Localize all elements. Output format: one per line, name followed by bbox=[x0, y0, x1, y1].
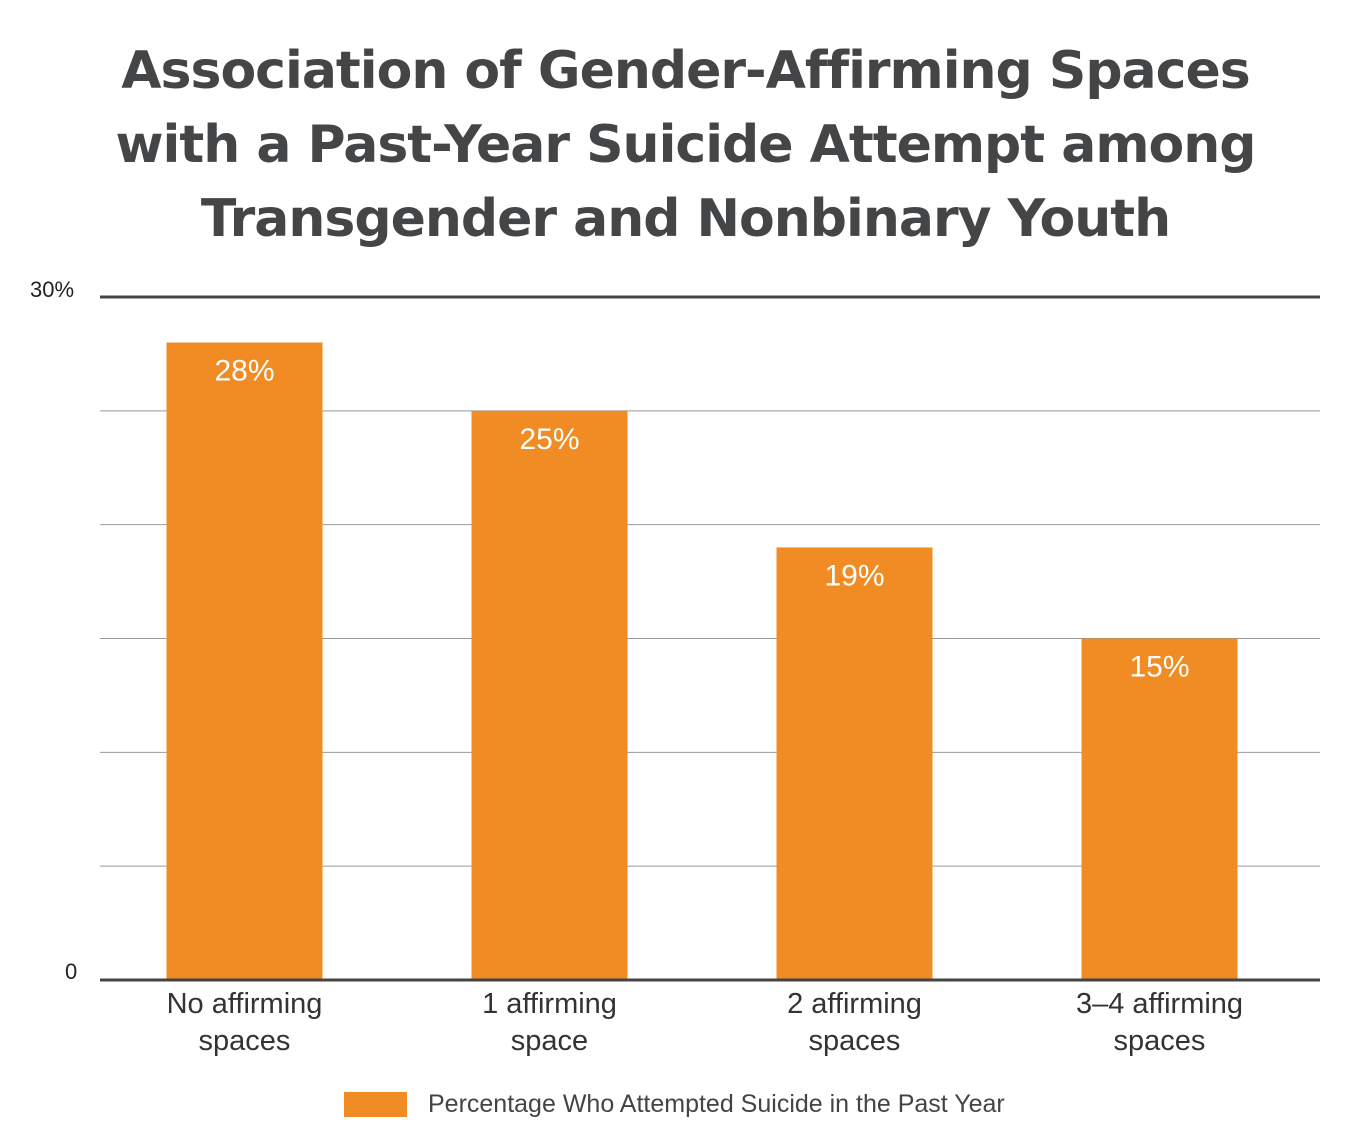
chart-title-line: Association of Gender-Affirming Spaces bbox=[121, 41, 1250, 101]
bar-value-label: 25% bbox=[519, 423, 579, 456]
y-tick-label: 0 bbox=[65, 959, 77, 984]
x-category-label-line: spaces bbox=[809, 1025, 901, 1057]
legend-label: Percentage Who Attempted Suicide in the … bbox=[428, 1089, 1005, 1118]
x-category-label: 1 affirming space bbox=[482, 988, 617, 1057]
bar bbox=[776, 547, 933, 980]
bar bbox=[1081, 638, 1238, 980]
x-category-label: No affirming spaces bbox=[167, 988, 323, 1057]
x-category-label-line: 1 affirming bbox=[482, 988, 617, 1020]
x-category-label-line: space bbox=[511, 1025, 588, 1057]
legend-swatch bbox=[344, 1091, 407, 1117]
bar bbox=[166, 342, 323, 980]
bar-value-label: 15% bbox=[1129, 651, 1189, 684]
x-category-label-line: 3–4 affirming bbox=[1076, 988, 1243, 1020]
x-category-label-line: spaces bbox=[199, 1025, 291, 1057]
bar bbox=[471, 410, 628, 980]
bar-value-label: 28% bbox=[214, 355, 274, 388]
legend: Percentage Who Attempted Suicide in the … bbox=[344, 1088, 1005, 1120]
y-tick-label: 30% bbox=[30, 277, 74, 302]
x-category-label: 2 affirming spaces bbox=[787, 988, 922, 1057]
chart-title-line: with a Past-Year Suicide Attempt among bbox=[115, 115, 1257, 175]
x-category-label: 3–4 affirming spaces bbox=[1076, 988, 1243, 1057]
bar-value-label: 19% bbox=[824, 559, 884, 592]
chart-title: Association of Gender-Affirming Spaces w… bbox=[0, 34, 1371, 256]
chart-title-line: Transgender and Nonbinary Youth bbox=[200, 189, 1171, 249]
x-category-label-line: No affirming bbox=[167, 988, 323, 1020]
x-category-label-line: spaces bbox=[1114, 1025, 1206, 1057]
x-category-label-line: 2 affirming bbox=[787, 988, 922, 1020]
